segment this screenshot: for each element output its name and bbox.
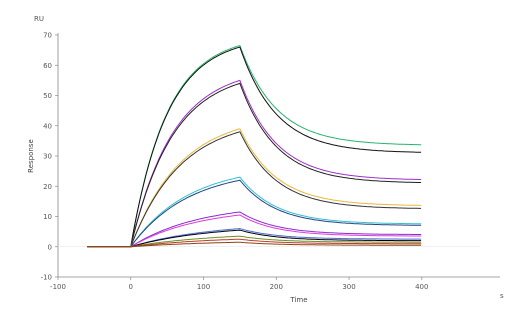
x-tick-label: 400 [415, 283, 428, 291]
y-tick-label: -10 [41, 274, 52, 282]
y-tick-label: 10 [43, 213, 52, 221]
series-line-3 [87, 79, 422, 248]
series-line-10 [87, 214, 422, 248]
series-line-7 [87, 176, 422, 248]
series-line-13 [87, 235, 422, 248]
y-tick-label: 50 [43, 92, 52, 100]
series-line-12 [87, 229, 422, 248]
x-unit-label: s [500, 292, 504, 300]
x-axis-title: Time [289, 296, 307, 304]
y-tick-label: 60 [43, 62, 52, 70]
series-line-6 [87, 131, 422, 248]
series-line-1 [87, 44, 422, 248]
x-tick-label: 300 [342, 283, 355, 291]
y-axis-title: Response [27, 139, 35, 173]
y-tick-label: 40 [43, 122, 52, 130]
y-unit-label: RU [34, 15, 44, 23]
series-line-11 [87, 228, 422, 248]
x-tick-label: 0 [129, 283, 133, 291]
y-tick-label: 20 [43, 183, 52, 191]
x-tick-label: -100 [50, 283, 66, 291]
y-tick-label: 0 [48, 243, 52, 251]
series-line-15 [87, 241, 422, 248]
y-tick-label: 70 [43, 32, 52, 40]
series-line-14 [87, 238, 422, 248]
series-line-9 [87, 211, 422, 248]
series-line-2 [87, 46, 422, 248]
series-line-5 [87, 128, 422, 248]
y-tick-label: 30 [43, 153, 52, 161]
x-tick-label: 200 [270, 283, 283, 291]
series-line-8 [87, 179, 422, 248]
series-line-4 [87, 82, 422, 248]
x-tick-label: 100 [197, 283, 210, 291]
